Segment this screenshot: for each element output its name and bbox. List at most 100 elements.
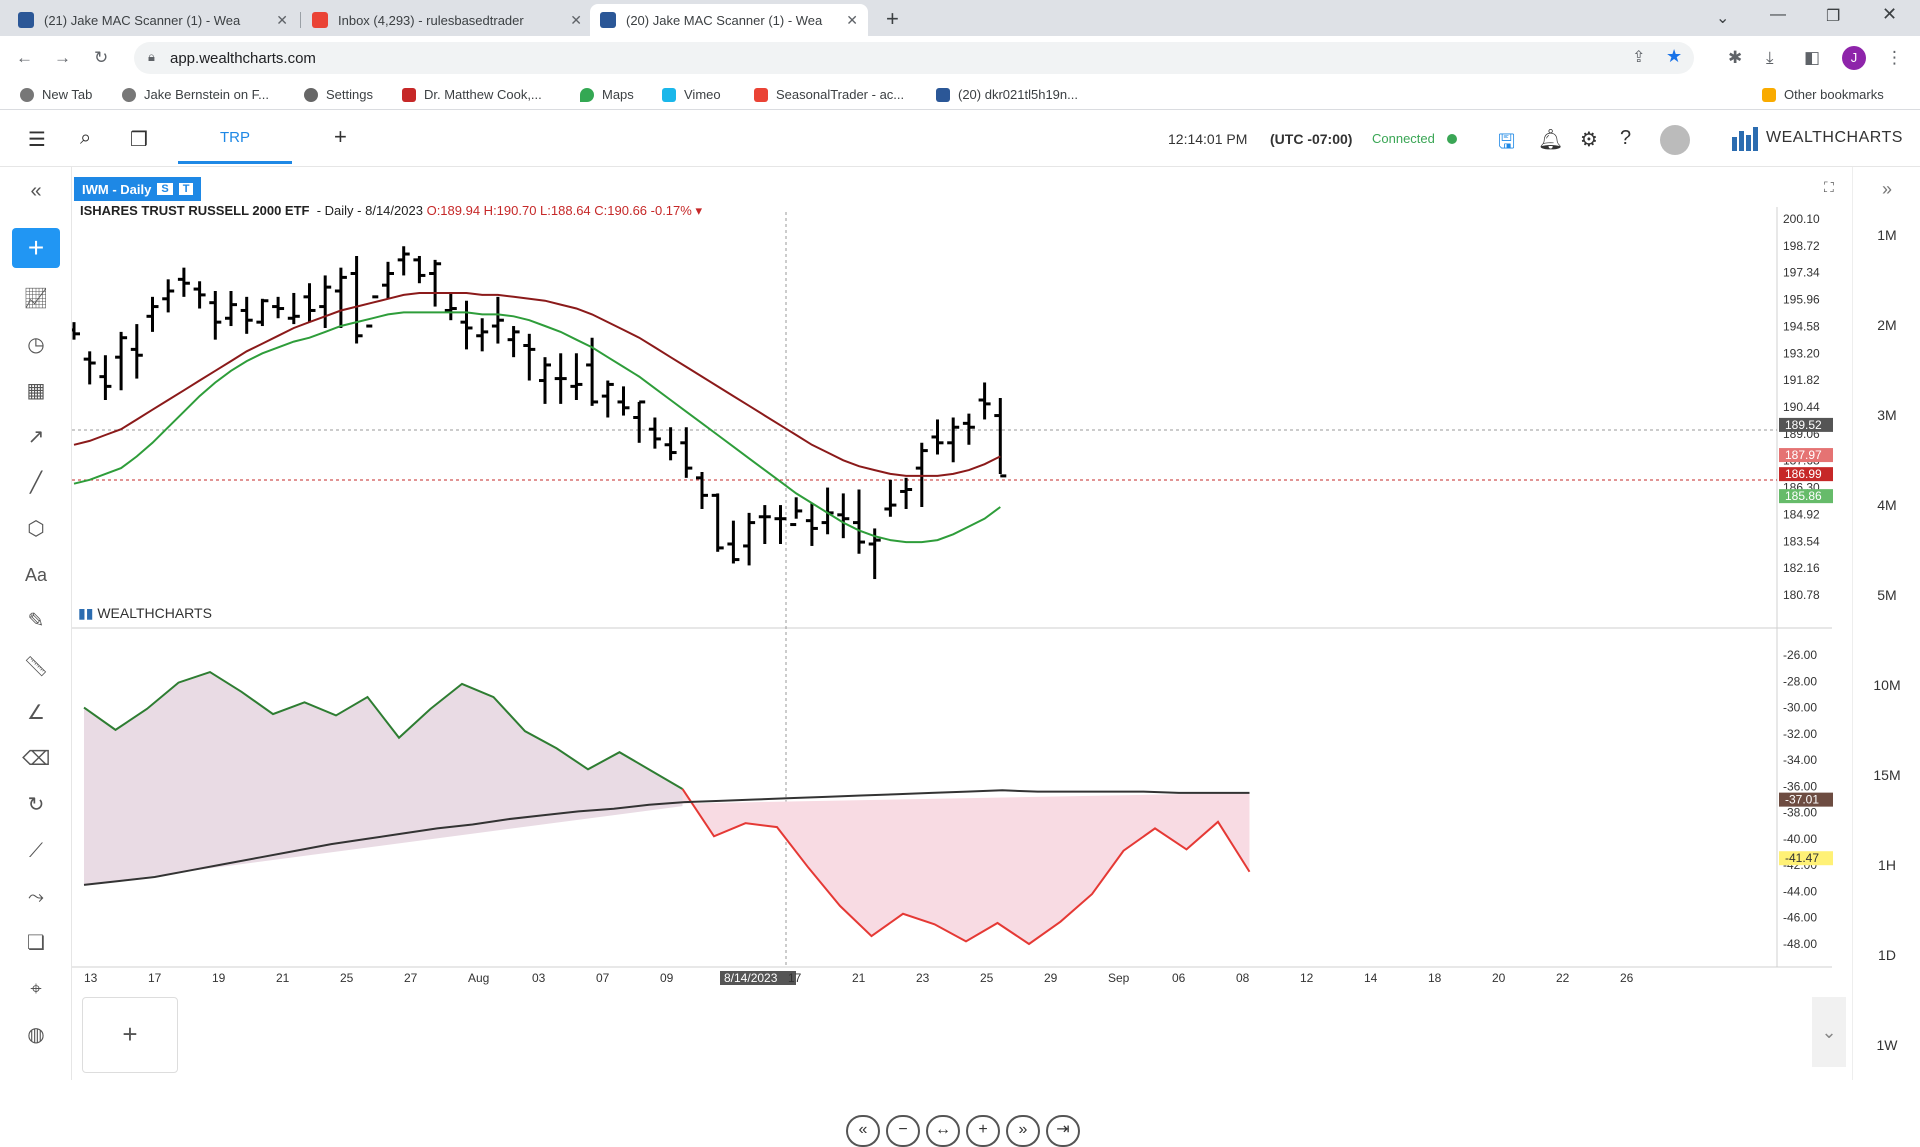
crosshair-icon[interactable]: ⌖ [30,978,42,1000]
symbol-tag[interactable]: IWM - Daily S T [74,177,202,201]
add-indicator-button[interactable]: + [12,228,60,268]
text-tool-icon[interactable]: Aa [24,565,48,585]
time-tick-label: 27 [404,971,418,985]
eraser-icon[interactable]: ⌫ [22,748,51,770]
angle-icon[interactable]: ∠ [27,702,45,724]
clock-icon[interactable]: ◷ [27,334,45,356]
node-line-icon[interactable]: ⤳ [28,886,44,908]
add-pane-button[interactable]: + [82,997,178,1073]
timeframe-4m[interactable]: 4M [1877,497,1897,513]
collapse-bottom-icon[interactable]: ⌄ [1812,997,1846,1067]
browser-tab-3[interactable]: (20) Jake MAC Scanner (1) - Wea ✕ [590,4,868,36]
timeframe-5m[interactable]: 5M [1877,587,1897,603]
fit-button[interactable]: ↔ [926,1115,960,1147]
collapse-left-icon[interactable]: « [30,180,42,202]
osc-fill-red [682,788,1250,944]
trend-icon[interactable]: ↗ [27,426,45,448]
vimeo-icon [662,87,676,102]
timeframe-15m[interactable]: 15M [1873,767,1901,783]
expand-right-icon[interactable]: » [1881,179,1892,199]
bookmark-item[interactable]: Maps [580,87,634,102]
search-icon[interactable]: ⌕ [80,127,92,149]
back-icon[interactable]: ← [16,48,33,67]
gear-icon[interactable]: ⚙ [1580,129,1598,151]
scroll-left-button[interactable]: « [846,1115,880,1147]
fullscreen-icon[interactable]: ⛶ [1824,179,1834,195]
browser-menu-icon[interactable]: ⋮ [1886,48,1903,67]
browser-tab-2[interactable]: Inbox (4,293) - rulesbasedtrader ✕ [302,4,592,36]
time-tick-label: 25 [980,971,994,985]
badge-s[interactable]: S [157,183,173,195]
bookmark-item[interactable]: New Tab [20,87,92,102]
hamburger-menu-icon[interactable]: ☰ [28,129,46,151]
reload-icon[interactable]: ↻ [94,48,109,67]
tab-trp[interactable]: TRP [220,129,250,146]
palette-icon[interactable]: ◍ [27,1024,45,1046]
save-icon[interactable]: 🖫︎ [1498,131,1516,153]
bookmark-star-icon[interactable]: ★ [1666,46,1683,66]
close-window-icon[interactable]: ✕ [1882,4,1898,24]
bookmark-item[interactable]: Vimeo [662,87,721,102]
close-icon[interactable]: ✕ [846,11,858,28]
timeframe-3m[interactable]: 3M [1877,407,1897,423]
time-tick-label: 08 [1236,971,1250,985]
refresh-icon[interactable]: ↻ [27,794,45,816]
restore-icon[interactable]: ❐ [1826,8,1841,25]
timeframe-2m[interactable]: 2M [1877,317,1897,333]
line-tool-icon[interactable]: ╱ [29,472,43,494]
connected-dot-icon [1447,134,1457,144]
price-label-box [1779,489,1833,504]
download-icon[interactable]: ⤓ [1766,48,1774,67]
chart-area[interactable]: 200.10 198.72 197.34 195.96 194.58 193.20 191.… [72,167,1852,1147]
add-tab-button[interactable]: + [334,124,347,149]
bookmark-item[interactable]: (20) dkr021tl5h19n... [936,87,1078,102]
help-icon[interactable]: ? [1620,127,1632,149]
user-avatar[interactable] [1660,125,1690,155]
bookmark-item[interactable]: Dr. Matthew Cook,... [402,87,542,102]
bookmark-item[interactable]: Settings [304,87,373,102]
bookmark-label: Other bookmarks [1784,87,1884,102]
go-to-latest-button[interactable]: ⇥ [1046,1115,1080,1147]
tab-divider [300,12,301,28]
dropdown-arrow-icon[interactable]: ▾ [695,203,702,218]
alerts-bell-icon[interactable]: 🔔︎ [1538,129,1564,151]
ruler-icon[interactable]: 📏︎ [23,656,49,678]
timeframe-1m[interactable]: 1M [1877,227,1897,243]
timeframe-1h[interactable]: 1H [1878,857,1896,873]
forward-icon[interactable]: → [54,48,71,67]
osc-tick-label: -44.00 [1783,884,1817,898]
minimize-icon[interactable]: — [1770,6,1786,23]
bookmark-label: Settings [326,87,373,102]
bookmark-item[interactable]: Jake Bernstein on F... [122,87,269,102]
chart-canvas[interactable]: 200.10 198.72 197.34 195.96 194.58 193.20 191.… [72,167,1852,987]
shapes-icon[interactable]: ⬡ [27,518,45,540]
profile-avatar[interactable]: J [1842,46,1866,70]
timeframe-1d[interactable]: 1D [1878,947,1896,963]
close-icon[interactable]: ✕ [276,11,288,28]
tab-search-chevron-icon[interactable]: ⌄ [1716,10,1730,27]
browser-tab-1[interactable]: (21) Jake MAC Scanner (1) - Wea ✕ [8,4,298,36]
indicator-icon[interactable]: 📈︎ [23,288,49,310]
zoom-out-button[interactable]: − [886,1115,920,1147]
calendar-icon[interactable]: ▦ [26,380,46,402]
layers-icon[interactable]: ❏ [27,932,45,954]
scroll-right-button[interactable]: » [1006,1115,1040,1147]
share-icon[interactable]: ⇪ [1632,49,1646,66]
zoom-in-button[interactable]: + [966,1115,1000,1147]
timeframe-10m[interactable]: 10M [1873,677,1901,693]
pane-watermark: ▮▮ WEALTHCHARTS [78,605,212,622]
close-icon[interactable]: ✕ [570,11,582,28]
pencil-icon[interactable]: ✎ [27,610,45,632]
new-tab-button[interactable]: + [886,6,899,31]
badge-t[interactable]: T [178,183,194,195]
side-panel-icon[interactable]: ◧ [1804,48,1821,67]
layouts-icon[interactable]: ❒ [130,129,148,151]
ohlc-values: O:189.94 H:190.70 L:188.64 C:190.66 -0.1… [426,203,692,218]
extensions-icon[interactable]: ✱ [1728,48,1743,67]
other-bookmarks[interactable]: Other bookmarks [1762,87,1884,102]
timeframe-1w[interactable]: 1W [1876,1037,1898,1053]
timezone[interactable]: (UTC -07:00) [1270,131,1353,147]
chart-line-icon[interactable]: ⟋ [29,840,43,862]
bookmark-item[interactable]: SeasonalTrader - ac... [754,87,904,102]
address-bar[interactable]: 🔒︎ app.wealthcharts.com ⇪ ★ [134,42,1694,74]
